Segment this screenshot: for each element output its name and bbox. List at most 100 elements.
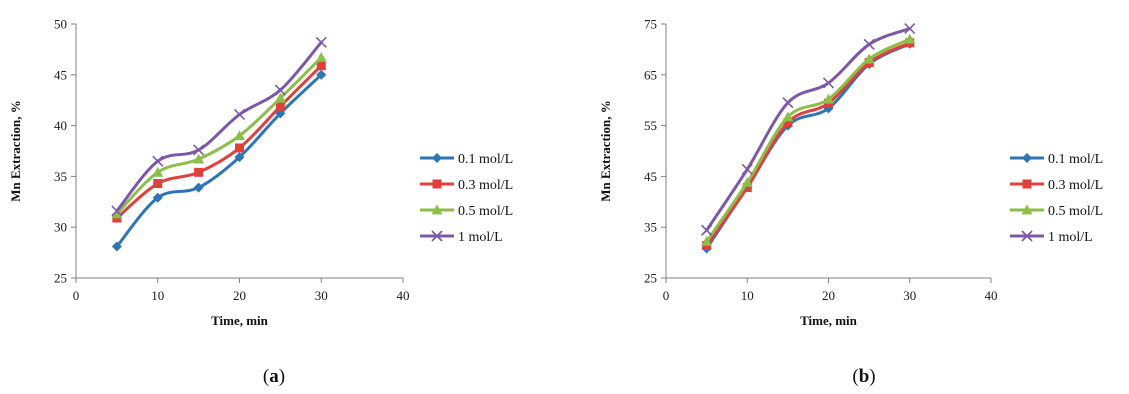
data-point <box>782 111 794 122</box>
chart-panel-a: 25 30 35 40 45 50 0 10 20 30 40 Time, min Mn Extract… <box>8 17 513 388</box>
legend-swatch-marker <box>431 204 443 215</box>
x-tick-label: 30 <box>903 288 916 303</box>
legend-swatch-marker <box>1022 179 1032 189</box>
legend-label: 0.1 mol/L <box>1048 152 1103 167</box>
x-tick-label: 0 <box>663 288 670 303</box>
y-axis-title: Mn Extraction, % <box>8 100 23 201</box>
data-point <box>193 153 205 164</box>
legend-label: 0.5 mol/L <box>1048 204 1103 219</box>
x-tick-label: 10 <box>151 288 164 303</box>
series-line <box>115 40 323 213</box>
legend-label: 0.3 mol/L <box>458 178 513 193</box>
series-3 <box>701 33 916 246</box>
data-point <box>234 152 245 163</box>
data-point <box>315 52 327 62</box>
y-tick-label: 25 <box>54 271 67 286</box>
y-tick-label: 55 <box>644 118 657 133</box>
y-tick-label: 25 <box>644 271 657 286</box>
y-tick-label: 35 <box>644 220 657 235</box>
data-point <box>316 61 326 71</box>
legend-item: 1 mol/L <box>1010 230 1093 245</box>
x-tick-label: 30 <box>315 288 328 303</box>
data-point <box>194 167 204 177</box>
series-4 <box>701 23 916 236</box>
series-line <box>705 37 912 243</box>
y-tick-label: 45 <box>644 169 657 184</box>
data-point <box>234 130 245 141</box>
data-point <box>152 166 164 177</box>
data-point <box>904 33 916 44</box>
legend-item: 0.1 mol/L <box>420 152 513 167</box>
legend-label: 0.5 mol/L <box>458 204 513 219</box>
chart-panel-b: 25 35 45 55 65 75 0 10 20 30 40 Time, min Mn Extract… <box>598 17 1103 388</box>
data-point <box>701 235 713 246</box>
data-point <box>782 97 794 109</box>
data-point <box>193 182 204 193</box>
data-point <box>316 69 327 80</box>
data-point <box>153 179 163 189</box>
legend-label: 1 mol/L <box>458 230 503 245</box>
data-point <box>863 38 875 50</box>
data-point <box>701 224 713 236</box>
series-line <box>705 41 912 247</box>
y-tick-label: 30 <box>54 220 67 235</box>
x-tick-label: 20 <box>233 288 246 303</box>
legend-swatch-marker <box>1021 204 1033 215</box>
y-tick-label: 40 <box>54 118 67 133</box>
legend-swatch-marker <box>1022 153 1032 163</box>
y-tick-label: 45 <box>54 67 67 82</box>
legend-swatch-marker <box>432 179 442 189</box>
x-axis-title: Time, min <box>211 313 269 328</box>
series-4 <box>111 36 327 217</box>
x-tick-label: 0 <box>73 288 80 303</box>
legend-swatch-marker <box>431 230 443 242</box>
y-axis-title: Mn Extraction, % <box>598 100 613 201</box>
data-point <box>152 155 164 167</box>
data-point <box>823 93 834 104</box>
x-tick-label: 20 <box>822 288 835 303</box>
y-tick-label: 50 <box>54 17 67 32</box>
data-point <box>275 101 285 111</box>
y-tick-label: 65 <box>644 67 657 82</box>
data-point <box>315 36 327 48</box>
data-point <box>783 118 793 128</box>
series-1 <box>701 38 915 254</box>
legend-label: 0.3 mol/L <box>1048 178 1103 193</box>
data-point <box>904 23 916 35</box>
series-2 <box>702 38 915 250</box>
legend-swatch-marker <box>432 153 442 163</box>
data-point <box>274 84 286 96</box>
legend-item: 0.3 mol/L <box>1010 178 1103 193</box>
x-tick-label: 40 <box>985 288 998 303</box>
panel-label: (a) <box>263 366 285 387</box>
x-tick-label: 10 <box>741 288 754 303</box>
data-point <box>741 163 753 175</box>
data-point <box>822 77 835 89</box>
y-tick-label: 35 <box>54 169 67 184</box>
x-axis-title: Time, min <box>800 313 858 328</box>
legend-item: 0.1 mol/L <box>1010 152 1103 167</box>
data-point <box>111 208 123 219</box>
data-point <box>193 144 205 156</box>
legend-label: 0.1 mol/L <box>458 152 513 167</box>
y-tick-label: 75 <box>644 17 657 32</box>
x-tick-label: 40 <box>397 288 410 303</box>
data-point <box>235 143 244 153</box>
panel-label: (b) <box>852 366 875 387</box>
legend-item: 0.3 mol/L <box>420 178 513 193</box>
data-point <box>274 92 286 103</box>
data-point <box>742 183 752 193</box>
legend-label: 1 mol/L <box>1048 230 1093 245</box>
data-point <box>741 176 753 187</box>
data-point <box>152 192 163 203</box>
data-point <box>111 205 123 217</box>
series-line <box>705 42 912 251</box>
legend-swatch-marker <box>1021 230 1033 242</box>
legend-item: 1 mol/L <box>420 230 503 245</box>
data-point <box>863 53 875 64</box>
data-point <box>111 241 122 252</box>
legend-item: 0.5 mol/L <box>1010 204 1103 219</box>
data-point <box>233 108 246 120</box>
legend-item: 0.5 mol/L <box>420 204 513 219</box>
